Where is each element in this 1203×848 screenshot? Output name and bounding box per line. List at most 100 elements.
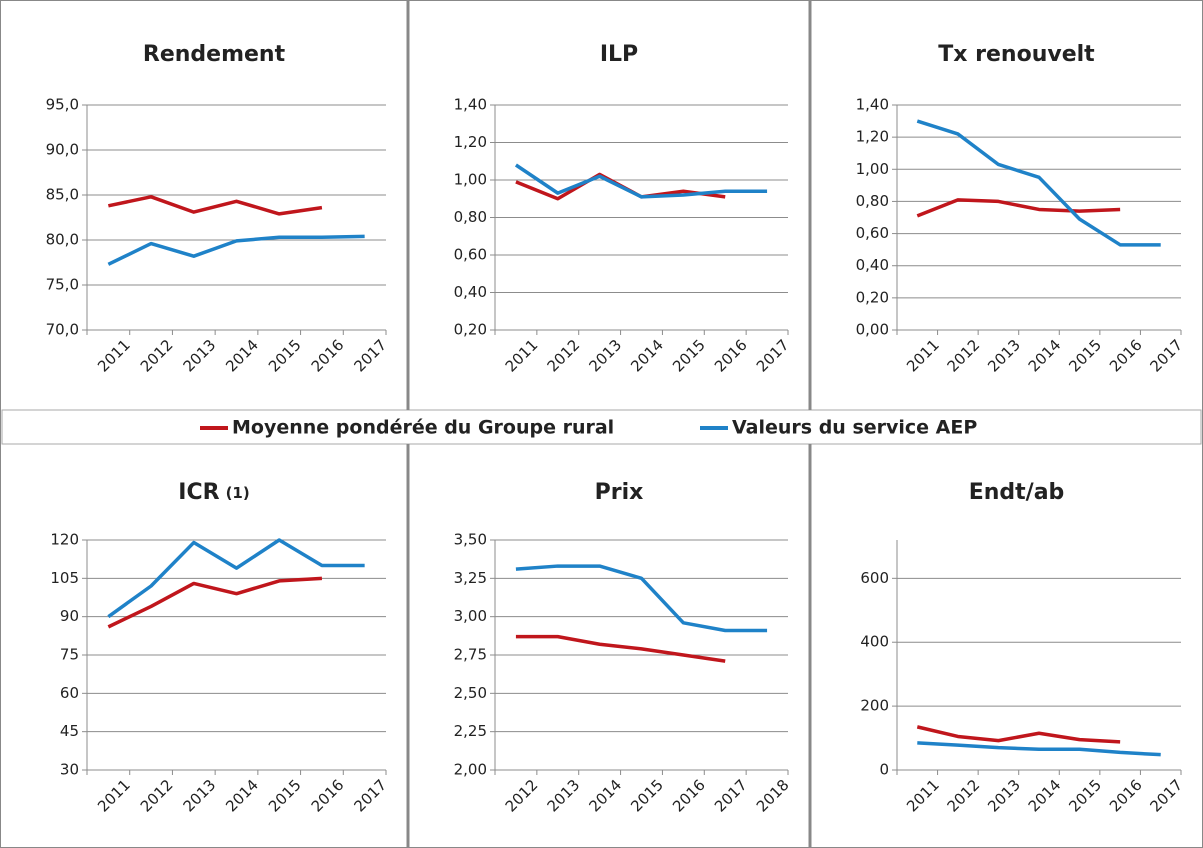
x-tick-label: 2014: [1025, 776, 1065, 816]
y-tick-label: 75: [60, 646, 79, 664]
series-line: [107, 538, 365, 619]
chart-title: ILP: [600, 42, 638, 67]
x-tick-label: 2013: [180, 336, 220, 376]
y-tick-label: 105: [50, 569, 79, 587]
x-tick-label: 2014: [627, 336, 667, 376]
series-line: [107, 195, 323, 216]
x-tick-label: 2012: [502, 776, 542, 816]
y-tick-label: 0,60: [856, 224, 889, 242]
x-tick-label: 2015: [1065, 336, 1105, 376]
x-tick-label: 2012: [137, 336, 177, 376]
x-tick-label: 2017: [1146, 776, 1186, 816]
y-tick-label: 1,20: [856, 128, 889, 146]
x-tick-label: 2015: [265, 776, 305, 816]
series-line: [107, 234, 365, 266]
x-tick-label: 2014: [222, 776, 262, 816]
series-line: [515, 564, 768, 633]
y-tick-label: 2,75: [454, 646, 487, 664]
x-tick-label: 2013: [585, 336, 625, 376]
x-tick-label: 2014: [585, 776, 625, 816]
y-tick-label: 30: [60, 761, 79, 779]
y-tick-label: 1,40: [454, 96, 487, 114]
x-tick-label: 2016: [1106, 776, 1146, 816]
series-line: [917, 741, 1161, 757]
x-tick-label: 2012: [944, 336, 984, 376]
chart-title: Rendement: [143, 42, 286, 67]
x-tick-label: 2016: [308, 336, 348, 376]
y-tick-label: 0,80: [454, 208, 487, 226]
x-tick-label: 2013: [180, 776, 220, 816]
y-tick-label: 200: [860, 697, 889, 715]
y-tick-label: 70,0: [46, 321, 79, 339]
y-tick-label: 1,20: [454, 133, 487, 151]
y-tick-label: 1,00: [856, 160, 889, 178]
y-tick-label: 45: [60, 722, 79, 740]
y-tick-label: 90,0: [46, 141, 79, 159]
x-tick-label: 2014: [222, 336, 262, 376]
legend-box: [1, 409, 1202, 445]
y-tick-label: 95,0: [46, 96, 79, 114]
x-tick-label: 2011: [94, 336, 134, 376]
y-tick-label: 2,00: [454, 761, 487, 779]
x-tick-label: 2011: [903, 776, 943, 816]
x-tick-label: 2016: [711, 336, 751, 376]
y-tick-label: 0,20: [856, 288, 889, 306]
x-tick-label: 2017: [753, 336, 793, 376]
y-tick-label: 60: [60, 684, 79, 702]
y-tick-label: 120: [50, 531, 79, 549]
chart-title: Endt/ab: [969, 480, 1065, 505]
chart-title-note: (1): [226, 484, 250, 502]
x-tick-label: 2017: [711, 776, 751, 816]
y-tick-label: 0,60: [454, 246, 487, 264]
x-tick-label: 2017: [350, 336, 390, 376]
x-tick-label: 2016: [308, 776, 348, 816]
y-tick-label: 3,00: [454, 607, 487, 625]
x-tick-label: 2012: [544, 336, 584, 376]
series-line: [514, 163, 768, 199]
series-line: [916, 725, 1121, 744]
x-tick-label: 2013: [984, 776, 1024, 816]
y-tick-label: 1,00: [454, 171, 487, 189]
chart-title-text: ICR: [178, 480, 219, 505]
legend-label: Valeurs du service AEP: [732, 417, 977, 439]
y-tick-label: 80,0: [46, 231, 79, 249]
x-tick-label: 2018: [753, 776, 793, 816]
y-tick-label: 1,40: [856, 96, 889, 114]
y-tick-label: 0,80: [856, 192, 889, 210]
chart-title: Prix: [595, 480, 644, 505]
chart-title-text: Tx renouvelt: [938, 42, 1095, 67]
y-tick-label: 0,20: [454, 321, 487, 339]
x-tick-label: 2011: [502, 336, 542, 376]
y-tick-label: 85,0: [46, 186, 79, 204]
y-tick-label: 400: [860, 633, 889, 651]
x-tick-label: 2017: [350, 776, 390, 816]
x-tick-label: 2015: [1065, 776, 1105, 816]
y-tick-label: 3,50: [454, 531, 487, 549]
series-line: [515, 634, 726, 663]
y-tick-label: 0: [879, 761, 889, 779]
y-tick-label: 2,25: [454, 722, 487, 740]
x-tick-label: 2014: [1025, 336, 1065, 376]
series-line: [107, 576, 323, 629]
x-tick-label: 2017: [1146, 336, 1186, 376]
x-tick-label: 2013: [984, 336, 1024, 376]
x-tick-label: 2015: [669, 336, 709, 376]
x-tick-label: 2016: [1106, 336, 1146, 376]
y-tick-label: 0,00: [856, 321, 889, 339]
x-tick-label: 2013: [544, 776, 584, 816]
chart-title-text: Rendement: [143, 42, 286, 67]
y-tick-label: 3,25: [454, 569, 487, 587]
y-tick-label: 0,40: [454, 283, 487, 301]
chart-title-text: Prix: [595, 480, 644, 505]
y-tick-label: 600: [860, 569, 889, 587]
x-tick-label: 2015: [627, 776, 667, 816]
y-tick-label: 2,50: [454, 684, 487, 702]
x-tick-label: 2011: [903, 336, 943, 376]
chart-title: ICR (1): [178, 480, 249, 505]
series-line: [916, 198, 1121, 218]
chart-title: Tx renouvelt: [938, 42, 1095, 67]
series-line: [916, 119, 1161, 247]
x-tick-label: 2012: [137, 776, 177, 816]
x-tick-label: 2015: [265, 336, 305, 376]
